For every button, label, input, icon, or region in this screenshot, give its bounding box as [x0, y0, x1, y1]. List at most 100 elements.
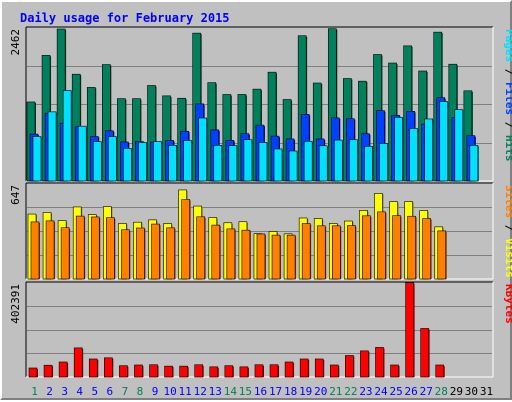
bar-sites-day-3 [60, 227, 70, 280]
x-axis-day-labels: 1 2 3 4 5 6 7 8 9 10 11 12 13 14 15 16 17 18 19 20 21 22 23 24 2… [31, 385, 493, 398]
bar-sites-day-23 [362, 215, 371, 280]
x-tick-day-3: 3 [61, 385, 68, 398]
bar-pages-day-11 [183, 140, 192, 182]
bar-pages-day-24 [379, 143, 388, 182]
bar-kbytes-day-23 [360, 350, 369, 378]
bar-pages-day-17 [273, 148, 283, 182]
x-tick-day-16: 16 [254, 385, 267, 398]
x-tick-day-1: 1 [31, 385, 38, 398]
bar-kbytes-day-26 [405, 282, 414, 378]
bar-kbytes-day-25 [390, 364, 399, 378]
x-tick-day-27: 27 [420, 385, 433, 398]
bar-pages-day-23 [364, 146, 373, 182]
panel-background [26, 282, 493, 377]
bar-sites-day-9 [151, 223, 160, 280]
y-max-label-bottom: 402391 [9, 284, 22, 324]
bar-pages-day-19 [303, 141, 313, 182]
bar-sites-day-24 [377, 211, 386, 280]
panel-sites-visits [25, 182, 494, 280]
x-tick-day-23: 23 [359, 385, 372, 398]
x-tick-day-18: 18 [284, 385, 297, 398]
x-tick-day-5: 5 [91, 385, 98, 398]
bar-kbytes-day-20 [314, 358, 324, 378]
bar-sites-day-8 [136, 227, 145, 280]
bar-sites-day-12 [196, 216, 206, 280]
bar-sites-day-21 [331, 225, 341, 280]
bar-pages-day-20 [318, 145, 328, 182]
bar-pages-day-7 [123, 148, 132, 182]
legend-pages: Pages [503, 29, 512, 62]
x-tick-day-20: 20 [314, 385, 327, 398]
bar-pages-day-9 [153, 141, 162, 182]
x-tick-day-28: 28 [435, 385, 448, 398]
x-tick-day-10: 10 [163, 385, 176, 398]
bar-sites-day-1 [30, 221, 40, 280]
bar-kbytes-day-14 [224, 365, 234, 378]
x-tick-day-19: 19 [299, 385, 312, 398]
bar-pages-day-2 [47, 111, 57, 182]
bar-pages-day-1 [32, 136, 42, 182]
bar-pages-day-16 [258, 142, 268, 182]
x-tick-day-13: 13 [209, 385, 222, 398]
bar-pages-day-26 [409, 128, 418, 182]
bar-pages-day-27 [424, 118, 433, 182]
chart-title: Daily usage for February 2015 [20, 11, 230, 25]
bar-sites-day-20 [316, 225, 326, 280]
bar-sites-day-27 [422, 218, 431, 280]
bar-kbytes-day-8 [134, 364, 143, 378]
x-tick-day-2: 2 [46, 385, 53, 398]
bar-sites-day-26 [407, 215, 416, 280]
bar-kbytes-day-19 [299, 358, 309, 378]
x-tick-day-8: 8 [137, 385, 144, 398]
bar-kbytes-day-13 [209, 366, 219, 378]
legend-hits: Hits [503, 135, 512, 162]
bar-kbytes-day-17 [269, 364, 279, 378]
bar-pages-day-14 [228, 145, 238, 182]
bar-sites-day-17 [271, 234, 281, 280]
x-tick-day-29: 29 [450, 385, 463, 398]
x-tick-day-26: 26 [405, 385, 418, 398]
bar-kbytes-day-18 [284, 361, 294, 378]
legend-sep: / [503, 115, 512, 135]
bar-pages-day-28 [439, 101, 449, 182]
x-tick-day-25: 25 [389, 385, 402, 398]
legend-sep: / [503, 218, 512, 238]
legend-kbytes: KBytes [503, 284, 512, 324]
bar-pages-day-22 [349, 139, 358, 182]
bar-kbytes-day-21 [329, 364, 339, 378]
panel-pages-files-hits [25, 26, 494, 182]
legend-pages-files-hits: Pages / Files / Hits [503, 29, 512, 162]
x-tick-day-21: 21 [329, 385, 342, 398]
bar-pages-day-10 [168, 145, 177, 182]
bar-kbytes-day-6 [104, 357, 113, 378]
x-tick-day-14: 14 [224, 385, 238, 398]
bar-kbytes-day-15 [239, 366, 249, 378]
bar-sites-day-2 [45, 220, 55, 280]
bar-kbytes-day-4 [73, 347, 83, 378]
legend-sites: Sites [503, 185, 512, 218]
bar-sites-day-16 [256, 233, 266, 280]
legend-sites-visits: Sites / Visits [503, 185, 512, 278]
bar-pages-day-29 [454, 109, 464, 182]
bar-pages-day-13 [213, 145, 223, 182]
bar-pages-day-4 [77, 125, 87, 182]
bar-kbytes-day-27 [420, 328, 429, 378]
bar-pages-day-6 [108, 136, 117, 182]
bar-pages-day-3 [62, 90, 72, 182]
bar-kbytes-day-5 [88, 358, 98, 378]
bar-pages-day-8 [138, 142, 147, 182]
x-tick-day-15: 15 [239, 385, 252, 398]
bar-pages-day-12 [198, 117, 208, 182]
bar-kbytes-day-1 [28, 367, 38, 378]
bar-kbytes-day-28 [435, 364, 445, 378]
x-tick-day-7: 7 [122, 385, 129, 398]
x-tick-day-6: 6 [107, 385, 114, 398]
bar-sites-day-28 [437, 230, 447, 280]
x-tick-day-9: 9 [152, 385, 159, 398]
x-tick-day-31: 31 [480, 385, 493, 398]
legend-kbytes-label: KBytes [503, 284, 512, 324]
x-tick-day-4: 4 [76, 385, 83, 398]
bar-sites-day-14 [226, 228, 236, 280]
